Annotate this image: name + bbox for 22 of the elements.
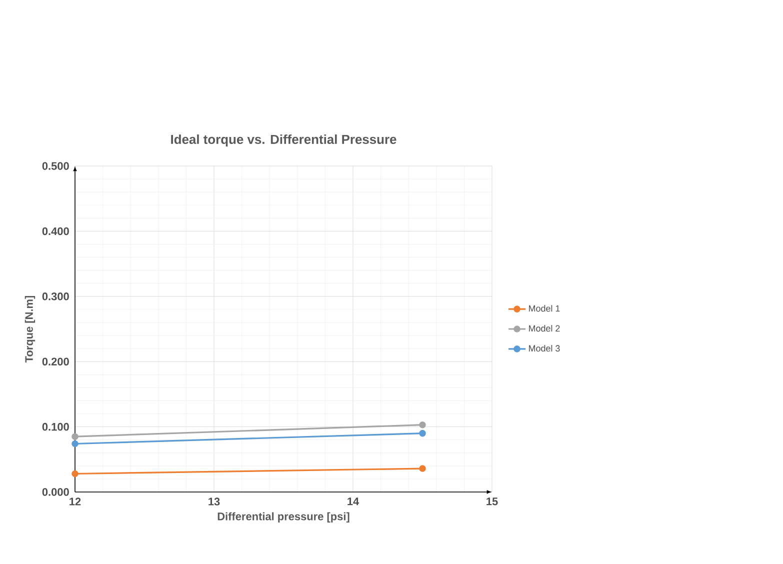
x-tick-label: 12 [70, 498, 81, 506]
point [419, 465, 426, 472]
legend-label: Model 1 [529, 305, 560, 312]
point [419, 421, 426, 428]
legend-label: Model 3 [529, 344, 560, 352]
point [72, 470, 78, 478]
x-tick-label: 13 [208, 498, 220, 506]
y-tick-label: 0.300 [42, 292, 69, 300]
y-tick-label: 0.400 [42, 227, 69, 236]
x-tick-label: 15 [486, 498, 498, 506]
y-axis-title: Torque [N.m] [24, 296, 36, 363]
point [72, 440, 78, 448]
point [72, 433, 78, 440]
x-tick-label: 14 [348, 498, 360, 506]
y-tick-label: 0.200 [42, 358, 69, 366]
y-tick-label: 0.500 [42, 162, 69, 170]
y-tick-label: 0.100 [42, 422, 69, 431]
chart-title: Ideal torque vs. Differential Pressure [171, 134, 396, 147]
point [419, 430, 426, 437]
x-axis-title: Differential pressure [psi] [218, 512, 350, 522]
legend-label: Model 2 [529, 325, 560, 332]
y-tick-label: 0.000 [42, 488, 69, 496]
